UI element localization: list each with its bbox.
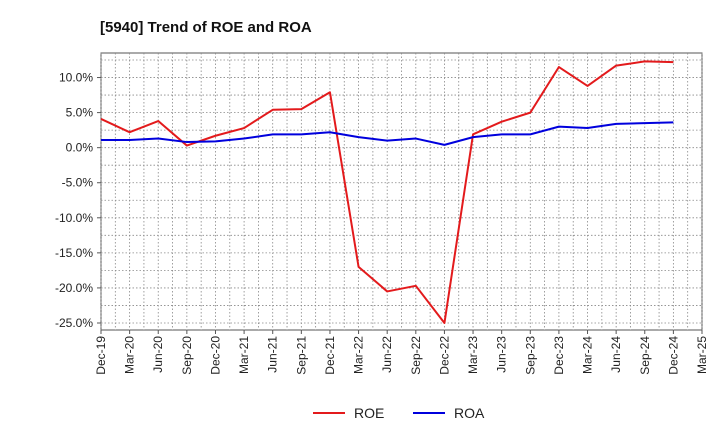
y-tick-label: -5.0% — [62, 176, 94, 190]
y-tick-label: -15.0% — [55, 246, 93, 260]
x-tick-label: Jun-21 — [266, 336, 280, 373]
y-tick-label: 10.0% — [59, 71, 93, 85]
x-tick-label: Mar-21 — [237, 336, 251, 374]
x-tick-label: Sep-23 — [523, 336, 537, 375]
x-tick-label: Mar-24 — [581, 336, 595, 374]
x-tick-label: Dec-24 — [666, 336, 680, 375]
x-tick-label: Dec-22 — [437, 336, 451, 375]
x-tick-label: Sep-24 — [638, 336, 652, 375]
x-tick-label: Jun-23 — [495, 336, 509, 373]
x-tick-label: Dec-21 — [323, 336, 337, 375]
y-axis-ticks: 10.0% 5.0% 0.0% -5.0% -10.0% -15.0% -20.0% -25.… — [55, 71, 101, 330]
y-tick-label: 5.0% — [66, 106, 94, 120]
grid-lines — [100, 53, 703, 330]
x-axis-ticks: Dec-19 Mar-20 Jun-20 Sep-20 Dec-20 Mar-21 Jun-… — [94, 330, 709, 375]
x-tick-label: Mar-23 — [466, 336, 480, 374]
x-tick-label: Mar-25 — [695, 336, 709, 374]
x-tick-label: Sep-21 — [294, 336, 308, 375]
x-tick-label: Mar-20 — [123, 336, 137, 374]
x-tick-label: Mar-22 — [352, 336, 366, 374]
x-tick-label: Dec-20 — [208, 336, 222, 375]
series-line-roa — [101, 121, 674, 146]
y-tick-label: -10.0% — [55, 211, 93, 225]
series-line-roe — [100, 60, 674, 324]
x-tick-label: Dec-23 — [552, 336, 566, 375]
legend: ROE ROA — [313, 405, 485, 421]
series-lines — [100, 60, 674, 324]
x-tick-label: Sep-22 — [409, 336, 423, 375]
legend-label-roe: ROE — [354, 405, 384, 421]
x-tick-label: Jun-20 — [151, 336, 165, 373]
y-tick-label: -25.0% — [55, 316, 93, 330]
x-tick-label: Dec-19 — [94, 336, 108, 375]
legend-label-roa: ROA — [454, 405, 485, 421]
chart-title: [5940] Trend of ROE and ROA — [100, 19, 312, 36]
y-tick-label: 0.0% — [66, 141, 94, 155]
x-tick-label: Jun-22 — [380, 336, 394, 373]
x-tick-label: Sep-20 — [180, 336, 194, 375]
y-tick-label: -20.0% — [55, 281, 93, 295]
x-tick-label: Jun-24 — [609, 336, 623, 373]
